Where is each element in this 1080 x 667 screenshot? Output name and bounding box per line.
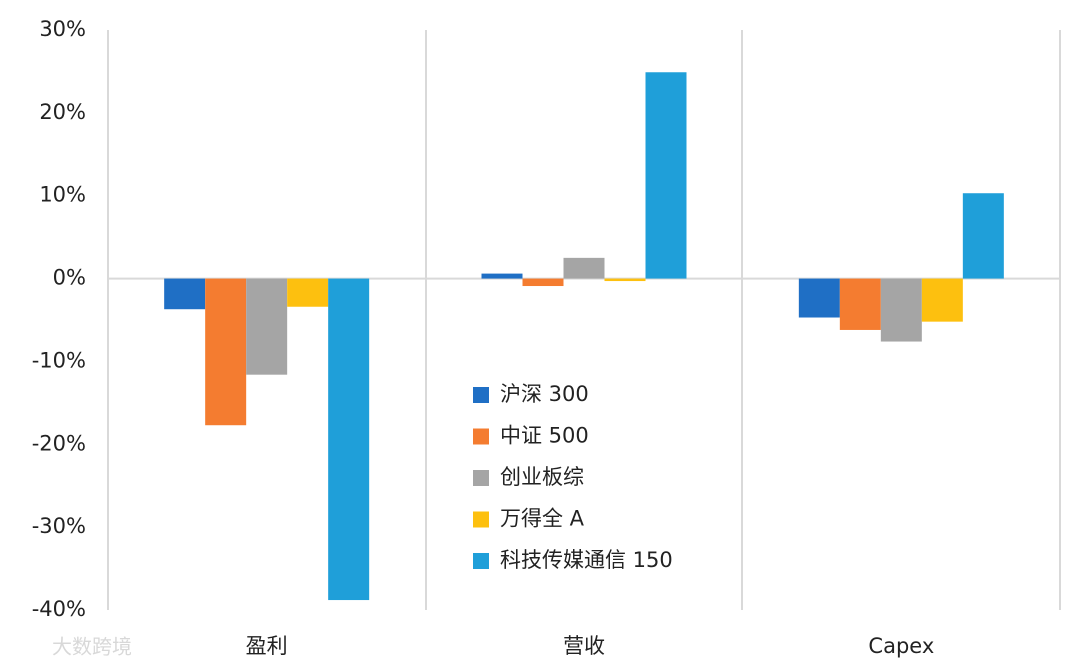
bar [563, 257, 605, 279]
legend-label: 万得全 A [500, 507, 585, 531]
legend-swatch [473, 470, 489, 486]
y-tick-label: -40% [32, 597, 86, 621]
x-tick-label: Capex [868, 634, 934, 658]
bar [328, 278, 370, 601]
bar [880, 278, 922, 342]
bar [164, 278, 206, 310]
y-tick-label: 0% [53, 266, 86, 290]
legend-swatch [473, 428, 489, 445]
y-tick-label: 20% [39, 100, 86, 124]
y-tick-label: 10% [39, 183, 86, 207]
separators [107, 30, 1061, 610]
bar [798, 278, 840, 318]
bar [481, 273, 523, 279]
bar [604, 278, 646, 282]
x-tick-label: 盈利 [246, 634, 288, 658]
bar [839, 278, 881, 330]
y-tick-label: 30% [39, 17, 86, 41]
legend-label: 沪深 300 [500, 382, 589, 406]
bar [962, 193, 1004, 279]
legend-label: 创业板综 [500, 465, 584, 489]
legend-swatch [473, 511, 489, 528]
bar [645, 72, 687, 279]
legend-swatch [473, 387, 489, 403]
x-tick-label: 营收 [563, 634, 605, 658]
watermark: 大数跨境 [52, 635, 132, 659]
bar [921, 278, 963, 322]
legend-swatch [473, 553, 489, 569]
bar [287, 278, 329, 307]
bar [205, 278, 247, 426]
y-tick-label: -30% [32, 514, 86, 538]
y-tick-label: -10% [32, 348, 86, 372]
bar [522, 278, 564, 287]
legend-label: 中证 500 [500, 424, 589, 448]
bar [246, 278, 288, 375]
legend-label: 科技传媒通信 150 [500, 548, 673, 572]
y-tick-label: -20% [32, 431, 86, 455]
